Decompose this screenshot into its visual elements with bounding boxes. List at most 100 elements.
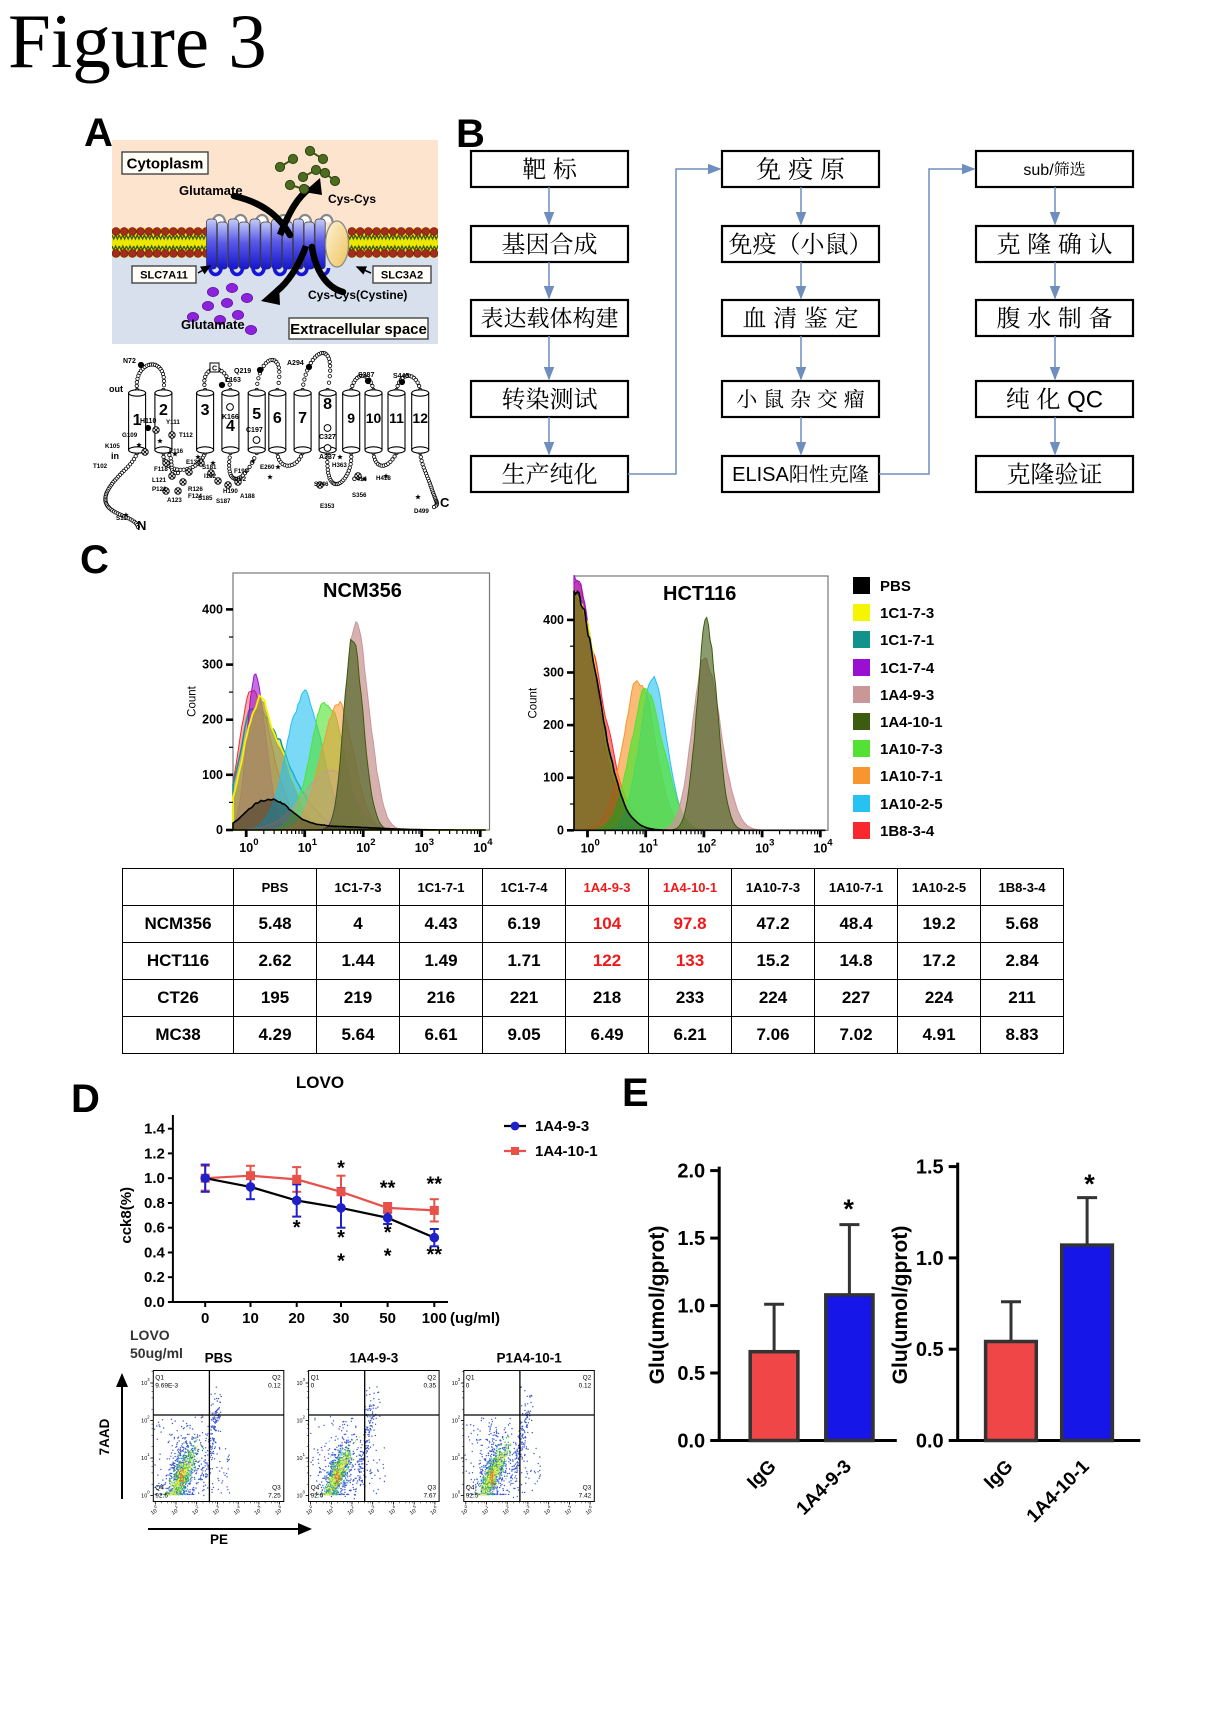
svg-text:1: 1: [147, 1452, 150, 1457]
svg-text:0: 0: [153, 1504, 158, 1510]
svg-text:Glutamate: Glutamate: [179, 183, 243, 198]
svg-text:K105: K105: [105, 443, 120, 450]
svg-text:10: 10: [755, 841, 769, 855]
svg-text:3: 3: [215, 1504, 220, 1510]
svg-text:10: 10: [298, 841, 312, 855]
svg-text:4: 4: [226, 418, 235, 435]
svg-text:(ug/ml): (ug/ml): [450, 1310, 500, 1327]
svg-text:4: 4: [391, 1504, 396, 1510]
svg-text:out: out: [109, 384, 123, 394]
svg-text:Q3: Q3: [427, 1485, 436, 1492]
svg-text:LOVO: LOVO: [130, 1328, 170, 1343]
svg-text:Cytoplasm: Cytoplasm: [127, 155, 204, 172]
svg-text:C: C: [440, 495, 450, 510]
svg-text:20: 20: [288, 1310, 305, 1327]
svg-text:I192: I192: [234, 476, 247, 483]
svg-text:400: 400: [202, 602, 223, 616]
svg-text:200: 200: [543, 718, 564, 732]
svg-text:10: 10: [191, 1508, 199, 1516]
svg-text:10: 10: [415, 841, 429, 855]
svg-text:Q2: Q2: [427, 1375, 436, 1382]
svg-text:100: 100: [422, 1310, 447, 1327]
svg-text:Q4: Q4: [155, 1485, 164, 1492]
svg-text:3: 3: [370, 1504, 375, 1510]
svg-text:10: 10: [239, 841, 253, 855]
svg-text:10: 10: [274, 1508, 282, 1516]
svg-text:6: 6: [433, 1504, 438, 1510]
svg-text:3: 3: [429, 837, 434, 848]
svg-text:400: 400: [543, 613, 564, 627]
svg-text:Q4: Q4: [311, 1485, 320, 1492]
svg-text:4: 4: [487, 837, 493, 848]
svg-text:10: 10: [813, 841, 827, 855]
svg-text:100: 100: [202, 768, 223, 782]
svg-text:1A4-9-3: 1A4-9-3: [350, 1351, 399, 1366]
svg-text:T112: T112: [179, 432, 193, 439]
svg-text:*: *: [384, 1222, 392, 1244]
svg-text:E116: E116: [169, 448, 184, 455]
svg-text:10: 10: [141, 1494, 147, 1500]
svg-text:Count: Count: [187, 685, 199, 716]
svg-text:10: 10: [242, 1310, 259, 1327]
svg-text:S445: S445: [393, 373, 409, 380]
svg-text:5: 5: [412, 1504, 417, 1510]
svg-text:8: 8: [323, 396, 332, 413]
svg-text:0: 0: [595, 837, 600, 848]
svg-text:F193: F193: [234, 468, 249, 475]
svg-text:ELISA: ELISA: [732, 464, 789, 486]
svg-text:N72: N72: [123, 358, 136, 365]
svg-text:S187: S187: [216, 498, 231, 505]
svg-text:2: 2: [370, 837, 375, 848]
svg-text:10: 10: [409, 1508, 417, 1516]
svg-text:0.4: 0.4: [144, 1245, 166, 1262]
svg-text:*: *: [293, 1217, 301, 1239]
svg-text:10: 10: [305, 1508, 313, 1516]
svg-text:1A4-10-1: 1A4-10-1: [535, 1143, 598, 1160]
svg-text:11: 11: [389, 410, 404, 426]
svg-text:6: 6: [277, 1504, 282, 1510]
svg-text:H110: H110: [140, 418, 156, 425]
svg-text:1.0: 1.0: [144, 1170, 165, 1187]
svg-text:R126: R126: [188, 486, 203, 493]
svg-text:10: 10: [296, 1381, 302, 1387]
svg-text:S356: S356: [352, 492, 367, 499]
svg-text:10: 10: [347, 1508, 355, 1516]
svg-text:*: *: [337, 1227, 345, 1249]
svg-text:2: 2: [350, 1504, 355, 1510]
svg-text:10: 10: [150, 1508, 158, 1516]
svg-text:10: 10: [296, 1494, 302, 1500]
svg-text:A294: A294: [287, 360, 304, 367]
svg-text:Cys-Cys: Cys-Cys: [328, 192, 376, 206]
svg-text:300: 300: [202, 658, 223, 672]
svg-text:S181: S181: [202, 464, 217, 471]
svg-text:10: 10: [254, 1508, 262, 1516]
svg-text:0: 0: [201, 1310, 209, 1327]
svg-text:C197: C197: [246, 427, 263, 434]
svg-text:HCT116: HCT116: [663, 583, 736, 605]
svg-text:T102: T102: [93, 463, 108, 470]
svg-text:30: 30: [333, 1310, 350, 1327]
svg-text:0.35: 0.35: [423, 1383, 436, 1390]
svg-text:10: 10: [296, 1456, 302, 1462]
svg-text:10: 10: [388, 1508, 396, 1516]
svg-text:Q3: Q3: [272, 1485, 281, 1492]
svg-text:QC: QC: [1067, 387, 1103, 414]
svg-text:Count: Count: [528, 687, 540, 718]
svg-text:1: 1: [653, 837, 659, 848]
svg-text:10: 10: [697, 841, 711, 855]
svg-text:1: 1: [133, 412, 142, 429]
svg-text:7.25: 7.25: [268, 1493, 281, 1500]
svg-text:S346: S346: [314, 481, 329, 488]
svg-text:**: **: [427, 1244, 443, 1266]
svg-text:A337: A337: [319, 454, 336, 461]
svg-text:E130: E130: [186, 459, 201, 466]
svg-text:F124: F124: [188, 493, 203, 500]
svg-text:0: 0: [303, 1490, 306, 1495]
svg-text:SLC7A11: SLC7A11: [140, 270, 188, 282]
svg-text:2: 2: [711, 837, 716, 848]
svg-text:0: 0: [308, 1504, 313, 1510]
svg-text:1A4-9-3: 1A4-9-3: [535, 1118, 589, 1135]
svg-text:0.8: 0.8: [144, 1195, 165, 1212]
svg-text:10: 10: [581, 841, 595, 855]
svg-text:S387: S387: [358, 372, 374, 379]
